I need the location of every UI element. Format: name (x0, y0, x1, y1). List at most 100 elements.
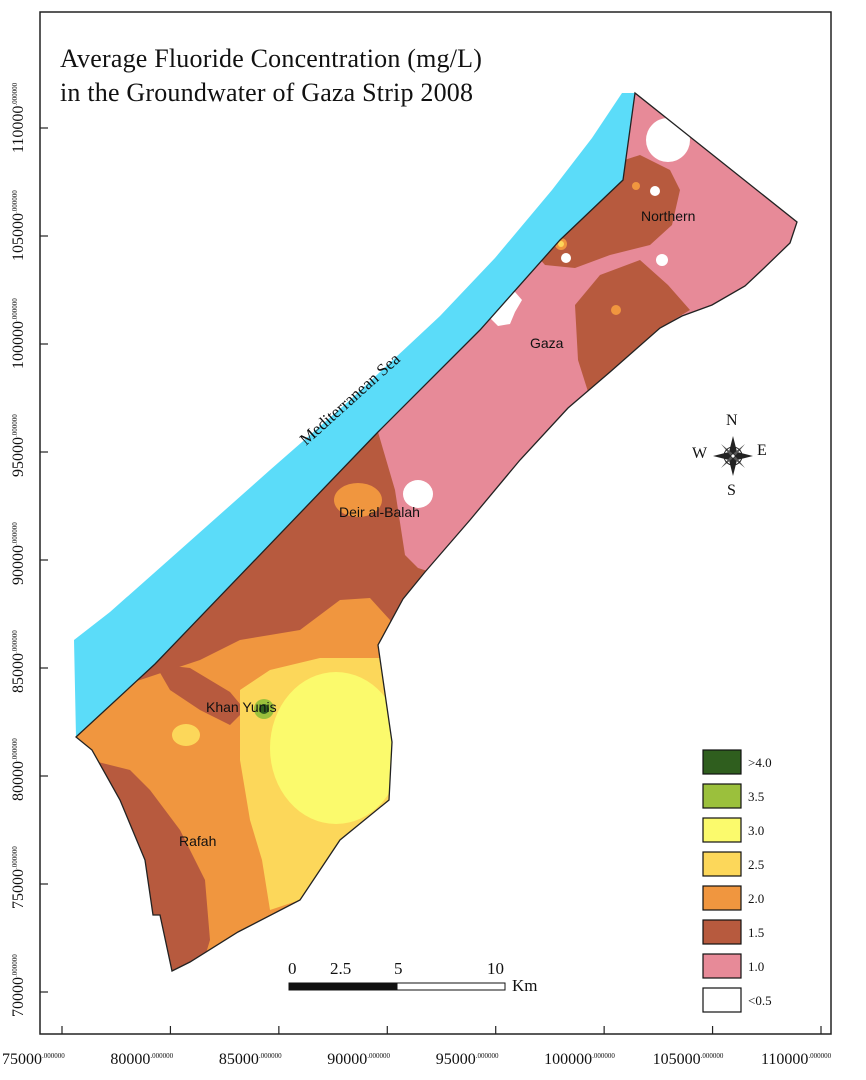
legend-label: 2.0 (748, 891, 764, 906)
scale-bar: 0 2.5 5 10 Km (288, 959, 538, 995)
zone-orange-spot1 (632, 182, 640, 190)
compass-e: E (757, 442, 767, 459)
y-tick-value: 80000 (10, 761, 27, 801)
x-tick-label: 75000.000000 (2, 1051, 65, 1068)
scale-label-10: 10 (487, 959, 504, 978)
legend-label: 1.5 (748, 925, 764, 940)
legend-swatch (702, 885, 742, 911)
scale-label-0: 0 (288, 959, 297, 978)
legend-swatch (702, 851, 742, 877)
x-tick-decimals: .000000 (42, 1052, 65, 1060)
x-tick-decimals: .000000 (592, 1052, 615, 1060)
zone-white-deir (403, 480, 433, 508)
y-tick-value: 105000 (10, 213, 27, 261)
x-tick-value: 90000 (327, 1051, 367, 1068)
y-tick-value: 75000 (10, 869, 27, 909)
zone-2-5-west-spot (172, 724, 200, 746)
y-tick-value: 95000 (10, 437, 27, 477)
zone-1-5-west (155, 664, 245, 725)
legend-label: 3.5 (748, 789, 764, 804)
x-tick-value: 100000 (544, 1051, 592, 1068)
legend-label: 1.0 (748, 959, 764, 974)
map-title-line2: in the Groundwater of Gaza Strip 2008 (60, 78, 474, 107)
place-deir-al-balah: Deir al-Balah (339, 504, 420, 520)
legend-label: >4.0 (748, 755, 772, 770)
x-tick-value: 80000 (110, 1051, 150, 1068)
zone-3-0 (270, 672, 402, 824)
x-tick-value: 110000 (761, 1051, 808, 1068)
sea-area (74, 93, 635, 737)
zone-orange-spot3 (611, 305, 621, 315)
x-tick-value: 75000 (2, 1051, 42, 1068)
legend-swatch (702, 919, 742, 945)
place-gaza: Gaza (530, 335, 564, 351)
scale-bar-black (288, 982, 398, 991)
place-khan-yunis: Khan Yunis (206, 699, 277, 715)
y-tick-decimals: .000000 (11, 846, 19, 869)
scale-label-2-5: 2.5 (330, 959, 351, 978)
y-tick-label: 75000.000000 (10, 846, 27, 909)
x-tick-decimals: .000000 (150, 1052, 173, 1060)
x-tick-decimals: .000000 (367, 1052, 390, 1060)
x-tick-label: 80000.000000 (110, 1051, 173, 1068)
y-tick-label: 110000.000000 (10, 82, 27, 153)
place-rafah: Rafah (179, 833, 216, 849)
x-tick-label: 100000.000000 (544, 1051, 615, 1068)
x-tick-decimals: .000000 (476, 1052, 499, 1060)
y-tick-value: 70000 (10, 977, 27, 1017)
y-tick-decimals: .000000 (11, 190, 19, 213)
legend: >4.0 3.5 3.0 2.5 2.0 1.5 1.0 <0.5 (702, 749, 772, 1013)
compass-n: N (726, 412, 738, 429)
compass-w: W (692, 445, 708, 462)
x-tick-value: 85000 (219, 1051, 259, 1068)
y-tick-decimals: .000000 (11, 954, 19, 977)
zone-4-0 (259, 704, 269, 714)
x-tick-decimals: .000000 (259, 1052, 282, 1060)
x-axis: 75000.000000 80000.000000 85000.000000 9000… (2, 1026, 832, 1068)
legend-label: 3.0 (748, 823, 764, 838)
y-tick-label: 80000.000000 (10, 738, 27, 801)
y-tick-label: 90000.000000 (10, 522, 27, 585)
compass-s: S (727, 482, 736, 499)
compass-rose: N S E W (692, 412, 767, 499)
zone-1-5-north (530, 155, 680, 268)
y-tick-decimals: .000000 (11, 630, 19, 653)
y-tick-decimals: .000000 (11, 522, 19, 545)
compass-icon (713, 436, 753, 476)
y-tick-label: 100000.000000 (10, 298, 27, 369)
y-tick-decimals: .000000 (11, 82, 19, 105)
y-tick-decimals: .000000 (11, 414, 19, 437)
place-northern: Northern (641, 208, 695, 224)
map-title-line1: Average Fluoride Concentration (mg/L) (60, 44, 483, 73)
legend-swatch (702, 987, 742, 1013)
x-tick-label: 85000.000000 (219, 1051, 282, 1068)
zone-yellow-spot (558, 241, 564, 247)
x-tick-label: 95000.000000 (436, 1051, 499, 1068)
zone-white-gaza (486, 292, 522, 326)
x-tick-label: 90000.000000 (327, 1051, 390, 1068)
zone-white-dot1 (650, 186, 660, 196)
legend-swatch (702, 749, 742, 775)
zone-white-north (646, 118, 690, 162)
y-tick-decimals: .000000 (11, 738, 19, 761)
x-tick-label: 110000.000000 (761, 1051, 832, 1068)
legend-label: <0.5 (748, 993, 772, 1008)
y-axis: 110000.000000105000.000000100000.0000009… (10, 82, 48, 1017)
x-tick-decimals: .000000 (808, 1052, 831, 1060)
x-tick-value: 105000 (653, 1051, 701, 1068)
y-tick-value: 100000 (10, 321, 27, 369)
zone-white-dot2 (656, 254, 668, 266)
y-tick-label: 95000.000000 (10, 414, 27, 477)
y-tick-value: 110000 (10, 106, 27, 153)
scale-bar-white (396, 982, 506, 991)
y-tick-label: 105000.000000 (10, 190, 27, 261)
scale-unit: Km (512, 976, 538, 995)
x-tick-decimals: .000000 (701, 1052, 724, 1060)
y-tick-value: 85000 (10, 653, 27, 693)
zone-2-0-deir (334, 483, 382, 517)
zone-1-5-gaza (575, 260, 690, 398)
x-tick-label: 105000.000000 (653, 1051, 724, 1068)
x-tick-value: 95000 (436, 1051, 476, 1068)
strip-outline (75, 91, 798, 972)
